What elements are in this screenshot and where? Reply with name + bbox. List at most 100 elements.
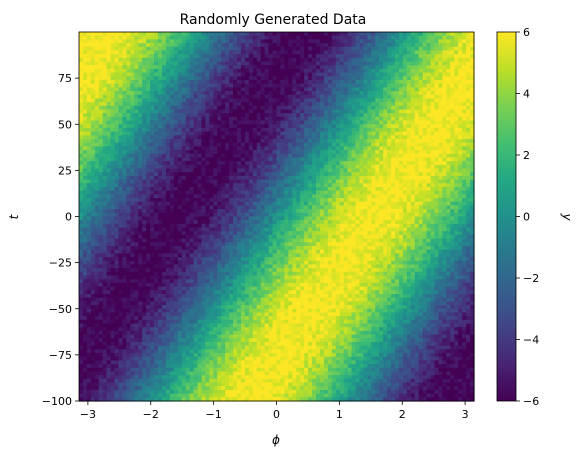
heatmap-cell xyxy=(229,109,234,114)
heatmap-cell xyxy=(355,83,361,88)
heatmap-cell xyxy=(118,142,124,147)
heatmap-cell xyxy=(383,190,388,195)
heatmap-cell xyxy=(335,79,341,85)
heatmap-cell xyxy=(272,57,278,63)
heatmap-cell xyxy=(201,186,206,192)
heatmap-cell xyxy=(418,127,424,133)
heatmap-cell xyxy=(410,153,416,159)
heatmap-cell xyxy=(252,201,258,207)
heatmap-cell xyxy=(288,50,293,55)
heatmap-cell xyxy=(122,190,127,195)
heatmap-cell xyxy=(335,35,341,40)
heatmap-cell xyxy=(146,127,151,133)
heatmap-cell xyxy=(276,150,282,155)
heatmap-cell xyxy=(79,201,84,207)
heatmap-cell xyxy=(205,194,210,199)
heatmap-cell xyxy=(272,194,278,199)
heatmap-cell xyxy=(284,150,289,155)
heatmap-cell xyxy=(244,68,250,74)
heatmap-cell xyxy=(189,205,195,210)
heatmap-cell xyxy=(406,32,412,37)
heatmap-cell xyxy=(169,39,175,44)
heatmap-cell xyxy=(418,76,424,81)
heatmap-cell xyxy=(434,79,440,85)
heatmap-cell xyxy=(221,168,226,173)
heatmap-cell xyxy=(391,61,396,66)
heatmap-cell xyxy=(154,201,159,207)
heatmap-cell xyxy=(454,175,459,181)
heatmap-cell xyxy=(323,76,329,81)
heatmap-cell xyxy=(201,57,206,63)
heatmap-cell xyxy=(248,212,254,218)
heatmap-cell xyxy=(402,116,408,122)
heatmap-cell xyxy=(272,179,278,184)
heatmap-cell xyxy=(402,79,408,85)
heatmap-cell xyxy=(422,124,428,129)
heatmap-cell xyxy=(193,198,199,203)
heatmap-cell xyxy=(268,135,274,140)
heatmap-cell xyxy=(359,87,364,92)
heatmap-cell xyxy=(268,98,274,103)
heatmap-cell xyxy=(308,164,313,170)
heatmap-cell xyxy=(86,32,92,37)
heatmap-cell xyxy=(213,198,218,203)
heatmap-cell xyxy=(213,32,218,37)
heatmap-cell xyxy=(316,76,321,81)
heatmap-cell xyxy=(442,190,447,195)
heatmap-cell xyxy=(367,109,372,114)
heatmap-cell xyxy=(237,87,242,92)
heatmap-cell xyxy=(323,79,329,85)
heatmap-cell xyxy=(418,57,424,63)
heatmap-cell xyxy=(446,139,451,144)
heatmap-cell xyxy=(134,186,139,192)
heatmap-cell xyxy=(462,142,467,147)
heatmap-cell xyxy=(379,113,384,118)
heatmap-cell xyxy=(161,102,167,107)
heatmap-cell xyxy=(308,201,313,207)
heatmap-cell xyxy=(229,98,234,103)
heatmap-cell xyxy=(379,46,384,52)
heatmap-cell xyxy=(154,198,159,203)
heatmap-cell xyxy=(292,87,297,92)
heatmap-cell xyxy=(142,61,147,66)
heatmap-cell xyxy=(268,142,274,147)
heatmap-cell xyxy=(94,142,100,147)
heatmap-cell xyxy=(327,139,333,144)
heatmap-cell xyxy=(316,161,321,166)
heatmap-cell xyxy=(189,209,195,214)
heatmap-cell xyxy=(280,94,285,100)
heatmap-cell xyxy=(292,179,297,184)
heatmap-cell xyxy=(470,131,475,136)
heatmap-cell xyxy=(98,124,104,129)
heatmap-cell xyxy=(308,120,313,125)
heatmap-cell xyxy=(383,57,388,63)
heatmap-cell xyxy=(367,50,372,55)
heatmap-cell xyxy=(209,212,214,218)
heatmap-cell xyxy=(450,183,455,188)
heatmap-cell xyxy=(442,172,447,177)
heatmap-cell xyxy=(86,43,92,48)
heatmap-cell xyxy=(205,98,210,103)
heatmap-cell xyxy=(406,186,412,192)
heatmap-cell xyxy=(86,186,92,192)
heatmap-cell xyxy=(292,139,297,144)
heatmap-cell xyxy=(434,72,440,77)
heatmap-cell xyxy=(284,139,289,144)
heatmap-cell xyxy=(284,113,289,118)
heatmap-cell xyxy=(355,76,361,81)
heatmap-cell xyxy=(395,61,400,66)
heatmap-cell xyxy=(150,157,155,162)
heatmap-cell xyxy=(233,139,238,144)
heatmap-cell xyxy=(339,79,345,85)
heatmap-cell xyxy=(343,157,349,162)
heatmap-cell xyxy=(402,61,408,66)
heatmap-cell xyxy=(252,212,258,218)
heatmap-cell xyxy=(343,32,349,37)
heatmap-cell xyxy=(387,146,392,151)
heatmap-cell xyxy=(169,194,175,199)
heatmap-cell xyxy=(410,105,416,111)
heatmap-cell xyxy=(225,113,230,118)
heatmap-cell xyxy=(379,146,384,151)
heatmap-cell xyxy=(197,116,203,122)
heatmap-cell xyxy=(343,72,349,77)
